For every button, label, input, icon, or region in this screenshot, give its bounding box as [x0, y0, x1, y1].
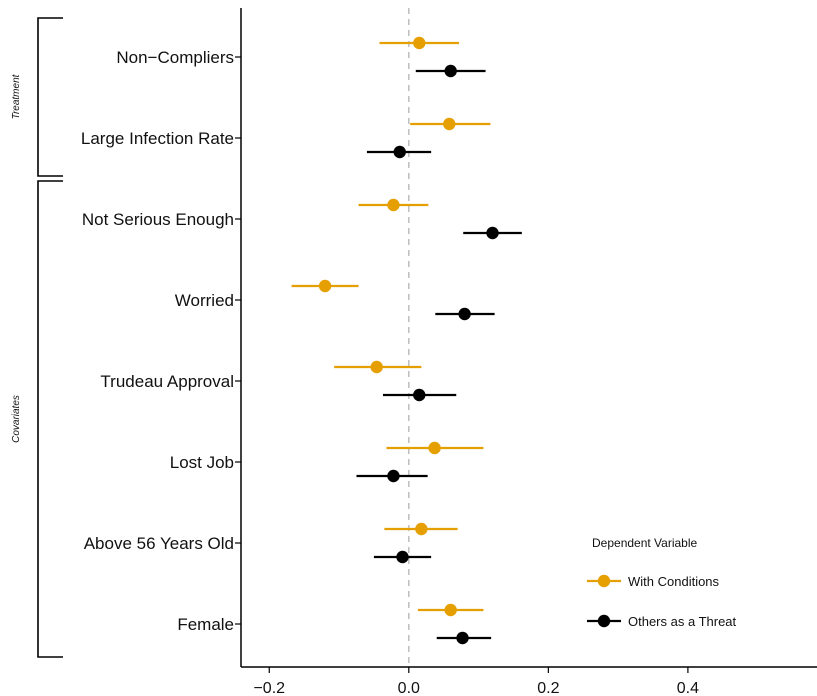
category-label: Large Infection Rate: [81, 129, 234, 148]
point-estimate: [370, 360, 383, 374]
legend-series-name: Others as a Threat: [628, 614, 737, 629]
x-tick-label: 0.0: [398, 680, 420, 696]
group-label: Treatment: [11, 73, 22, 119]
point-estimate: [456, 631, 469, 645]
point-estimate: [458, 307, 471, 321]
group-bracket: [37, 17, 63, 177]
point-estimate: [413, 388, 426, 402]
legend-key-point: [597, 614, 611, 628]
point-estimate: [393, 145, 406, 159]
category-label: Non−Compliers: [116, 48, 234, 67]
point-estimate: [318, 279, 332, 293]
point-estimate: [415, 522, 428, 536]
point-estimate: [413, 36, 426, 50]
category-label: Above 56 Years Old: [84, 534, 234, 553]
category-label: Lost Job: [170, 453, 234, 472]
x-tick-label: −0.2: [253, 680, 285, 696]
category-label: Not Serious Enough: [82, 210, 234, 229]
point-estimate: [444, 603, 457, 617]
point-estimate: [387, 469, 400, 483]
group-bracket: [37, 180, 63, 658]
point-estimate: [486, 226, 499, 240]
point-estimate: [444, 64, 457, 78]
category-label: Trudeau Approval: [100, 372, 234, 391]
legend-series-name: With Conditions: [628, 574, 720, 589]
legend-key-point: [597, 574, 611, 588]
x-tick-label: 0.4: [677, 680, 699, 696]
category-label: Female: [177, 615, 234, 634]
point-estimate: [428, 441, 441, 455]
point-estimate: [387, 198, 400, 212]
point-estimate: [443, 117, 456, 131]
category-label: Worried: [175, 291, 234, 310]
x-tick-label: 0.2: [537, 680, 559, 696]
group-label: Covariates: [11, 395, 22, 443]
legend-title: Dependent Variable: [592, 536, 698, 550]
point-estimate: [396, 550, 409, 564]
